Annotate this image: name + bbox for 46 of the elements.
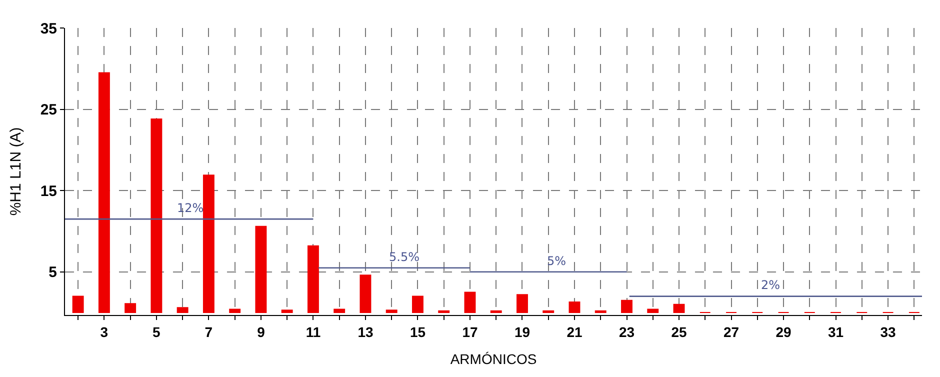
x-tick-label: 15 (410, 324, 426, 340)
bar (621, 300, 632, 314)
x-tick-label: 31 (828, 324, 844, 340)
x-tick-label: 33 (880, 324, 896, 340)
x-tick-label: 21 (566, 324, 582, 340)
x-tick-label: 19 (514, 324, 530, 340)
annotation: 12% (177, 201, 204, 215)
bar (281, 310, 293, 314)
x-tick-label: 27 (723, 324, 740, 340)
y-axis-title: %H1 L1N (A) (8, 127, 25, 216)
x-tick-label: 17 (462, 324, 478, 340)
bar (176, 307, 188, 314)
annotation: 5% (547, 254, 566, 268)
bar (202, 174, 214, 314)
x-tick-label: 13 (358, 324, 374, 340)
bar (334, 308, 346, 314)
bar (124, 303, 136, 314)
bar (568, 301, 580, 314)
annotation: 5.5% (389, 250, 420, 264)
bar (98, 72, 110, 314)
x-tick-label: 3 (100, 324, 108, 340)
bar (412, 296, 424, 314)
x-tick-label: 29 (776, 324, 792, 340)
bar (386, 310, 398, 314)
bar (255, 226, 267, 314)
y-tick-label: 35 (40, 20, 57, 38)
bar (307, 245, 319, 314)
bar (516, 294, 528, 314)
x-tick-label: 23 (618, 324, 635, 340)
x-tick-label: 9 (257, 324, 266, 340)
x-tick-label: 25 (671, 324, 688, 340)
y-tick-label: 25 (40, 102, 57, 119)
x-tick-label: 11 (306, 324, 321, 340)
x-tick-label: 7 (204, 324, 213, 340)
bar (464, 292, 476, 314)
y-tick-label: 15 (40, 182, 57, 200)
bar (229, 308, 241, 314)
bar (647, 308, 659, 314)
x-axis-title: ARMÓNICOS (450, 351, 537, 368)
bar (673, 304, 685, 314)
x-tick-label: 5 (152, 324, 161, 340)
bar (360, 274, 372, 314)
annotation: 2% (761, 278, 780, 292)
bar (150, 118, 162, 314)
y-tick-label: 5 (48, 264, 57, 282)
bar (72, 296, 84, 314)
